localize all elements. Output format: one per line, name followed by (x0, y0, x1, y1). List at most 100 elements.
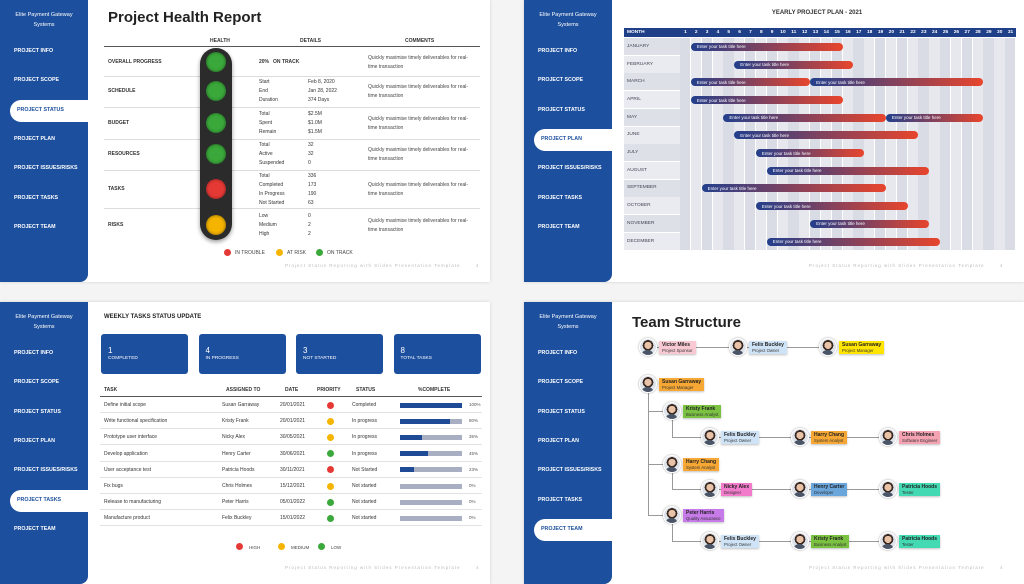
detail-value: 173 (308, 181, 317, 188)
date: 05/01/2022 (280, 499, 306, 506)
progress-bar (400, 467, 415, 473)
menu-item[interactable]: PROJECT STATUS (14, 408, 61, 415)
day-column (820, 38, 832, 251)
menu-item-active[interactable]: PROJECT STATUS (17, 106, 64, 113)
progress-bar (400, 451, 428, 457)
menu-item[interactable]: PROJECT ISSUES/RISKS (14, 165, 78, 172)
task-name: Develop application (104, 450, 148, 457)
header-line (104, 46, 480, 47)
detail-label: Suspended (259, 160, 285, 166)
menu-item[interactable]: PROJECT TEAM (14, 525, 56, 532)
name-tag: Victor Miles Project Sponsor (659, 341, 696, 354)
date: 20/01/2021 (280, 418, 306, 425)
menu-item[interactable]: PROJECT ISSUES/RISKS (538, 165, 602, 172)
menu-item[interactable]: PROJECT TASKS (14, 194, 59, 201)
menu-item[interactable]: PROJECT STATUS (538, 408, 585, 415)
menu-item[interactable]: PROJECT SCOPE (538, 77, 584, 84)
progress-track (400, 434, 462, 440)
connector (648, 384, 649, 515)
day-label: 6 (738, 30, 741, 35)
row-separator (104, 170, 480, 171)
detail-label: In Progress (259, 190, 285, 197)
menu-item[interactable]: PROJECT SCOPE (538, 379, 584, 386)
menu-item[interactable]: PROJECT ISSUES/RISKS (14, 467, 78, 474)
legend-label: MEDIUM (291, 545, 310, 550)
status-card: 1 COMPLETED (101, 334, 188, 374)
footer-text: Project Status Reporting with Slides Pre… (809, 263, 985, 268)
date: 30/05/2021 (280, 434, 306, 441)
day-column (788, 38, 799, 251)
menu-item[interactable]: PROJECT TEAM (538, 223, 580, 230)
menu-item[interactable]: PROJECT SCOPE (14, 77, 60, 84)
footer-text: Project Status Reporting with Slides Pre… (285, 263, 461, 268)
status: Completed (352, 402, 377, 408)
detail-label: Spent (259, 120, 273, 126)
progress-label: 35% (469, 434, 479, 440)
health-light (206, 215, 226, 235)
menu-item-active[interactable]: PROJECT PLAN (541, 135, 582, 142)
menu-item-active[interactable]: PROJECT TASKS (17, 496, 62, 503)
name-tag: Harry Chang System Analyst (683, 458, 720, 471)
comment: Quickly maximise timely deliverables for… (368, 84, 469, 99)
legend-label: HIGH (249, 545, 261, 550)
connector (672, 489, 888, 490)
title: WEEKLY TASKS STATUS UPDATE (104, 314, 202, 320)
menu-item[interactable]: PROJECT INFO (538, 350, 578, 356)
card-label: NOT STARTED (303, 356, 337, 361)
task-label: Enter your task title here (696, 44, 746, 50)
assignee: Peter Harris (222, 499, 249, 506)
progress-label: 45% (469, 450, 479, 456)
menu-item[interactable]: PROJECT STATUS (538, 106, 585, 113)
row-label: SCHEDULE (108, 88, 136, 94)
column-header: ASSIGNED TO (226, 387, 261, 393)
menu-item[interactable]: PROJECT TASKS (538, 496, 583, 503)
legend-label: ON TRACK (327, 250, 353, 256)
detail-value: Feb 8, 2020 (308, 79, 335, 85)
menu-item[interactable]: PROJECT INFO (14, 48, 54, 54)
task-bar: Enter your task title here (755, 202, 908, 211)
day-column (745, 38, 756, 251)
row-separator (100, 460, 482, 462)
task-label: Enter your task title here (740, 132, 789, 138)
page-number: 4 (1000, 565, 1003, 570)
health-light (206, 52, 226, 72)
day-column (680, 38, 691, 251)
day-label: 1 (684, 30, 687, 35)
progress-bar (400, 418, 450, 424)
menu-item[interactable]: PROJECT SCOPE (14, 379, 60, 386)
person-role: Project Owner (724, 438, 752, 443)
avatar (701, 428, 719, 446)
task-name: Manufacture product (104, 515, 150, 522)
task-bar: Enter your task title here (690, 42, 843, 51)
menu-item-active[interactable]: PROJECT TEAM (541, 525, 583, 532)
task-bar: Enter your task title here (766, 237, 941, 246)
day-label: 7 (749, 30, 752, 35)
menu-item[interactable]: PROJECT PLAN (14, 135, 55, 142)
avatar (879, 428, 897, 446)
menu-item[interactable]: PROJECT TEAM (14, 223, 56, 230)
assignee: Kristy Frank (222, 418, 249, 425)
person-name: Susan Garraway (662, 379, 702, 385)
month-cell (624, 144, 680, 162)
menu-item[interactable]: PROJECT INFO (538, 48, 578, 54)
day-label: 11 (791, 30, 797, 35)
day-column (875, 38, 886, 251)
menu-item[interactable]: PROJECT PLAN (538, 437, 579, 444)
avatar-body (666, 414, 677, 419)
day-column (690, 38, 702, 251)
detail-value: 0 (308, 213, 311, 219)
footer-text: Project Status Reporting with Slides Pre… (285, 565, 461, 570)
title: Project Health Report (108, 9, 262, 26)
sidebar: Elite Payment Gateway Systems PROJECT INF… (0, 302, 88, 584)
task-label: Enter your task title here (891, 115, 941, 121)
comment: Quickly maximise timely deliverables for… (368, 116, 469, 131)
menu-item[interactable]: PROJECT INFO (14, 350, 54, 356)
progress-label: 100% (469, 402, 481, 407)
menu-item[interactable]: PROJECT TASKS (538, 194, 583, 201)
menu-item[interactable]: PROJECT PLAN (14, 437, 55, 444)
avatar (701, 532, 719, 550)
avatar-body (704, 440, 715, 445)
task-name: Define initial scope (104, 402, 146, 408)
brand: Elite Payment Gateway Systems (539, 314, 597, 330)
menu-item[interactable]: PROJECT ISSUES/RISKS (538, 467, 602, 474)
